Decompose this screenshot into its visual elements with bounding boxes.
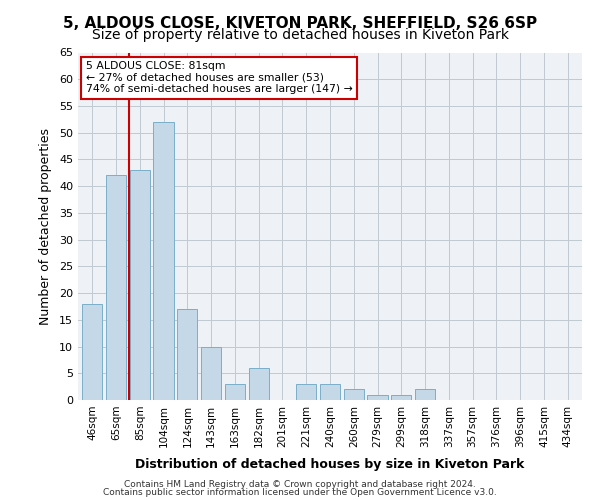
Bar: [130, 170, 150, 400]
Text: 5, ALDOUS CLOSE, KIVETON PARK, SHEFFIELD, S26 6SP: 5, ALDOUS CLOSE, KIVETON PARK, SHEFFIELD…: [63, 16, 537, 31]
Bar: [201, 346, 221, 400]
Bar: [177, 309, 197, 400]
Bar: [367, 394, 388, 400]
Bar: [320, 384, 340, 400]
Bar: [248, 368, 269, 400]
Bar: [225, 384, 245, 400]
Bar: [106, 176, 126, 400]
Text: 5 ALDOUS CLOSE: 81sqm
← 27% of detached houses are smaller (53)
74% of semi-deta: 5 ALDOUS CLOSE: 81sqm ← 27% of detached …: [86, 61, 352, 94]
Bar: [344, 390, 364, 400]
Y-axis label: Number of detached properties: Number of detached properties: [39, 128, 52, 325]
Bar: [415, 390, 435, 400]
Bar: [296, 384, 316, 400]
Bar: [391, 394, 412, 400]
Text: Contains public sector information licensed under the Open Government Licence v3: Contains public sector information licen…: [103, 488, 497, 497]
Text: Contains HM Land Registry data © Crown copyright and database right 2024.: Contains HM Land Registry data © Crown c…: [124, 480, 476, 489]
Text: Size of property relative to detached houses in Kiveton Park: Size of property relative to detached ho…: [91, 28, 509, 42]
Bar: [154, 122, 173, 400]
X-axis label: Distribution of detached houses by size in Kiveton Park: Distribution of detached houses by size …: [136, 458, 524, 471]
Bar: [82, 304, 103, 400]
